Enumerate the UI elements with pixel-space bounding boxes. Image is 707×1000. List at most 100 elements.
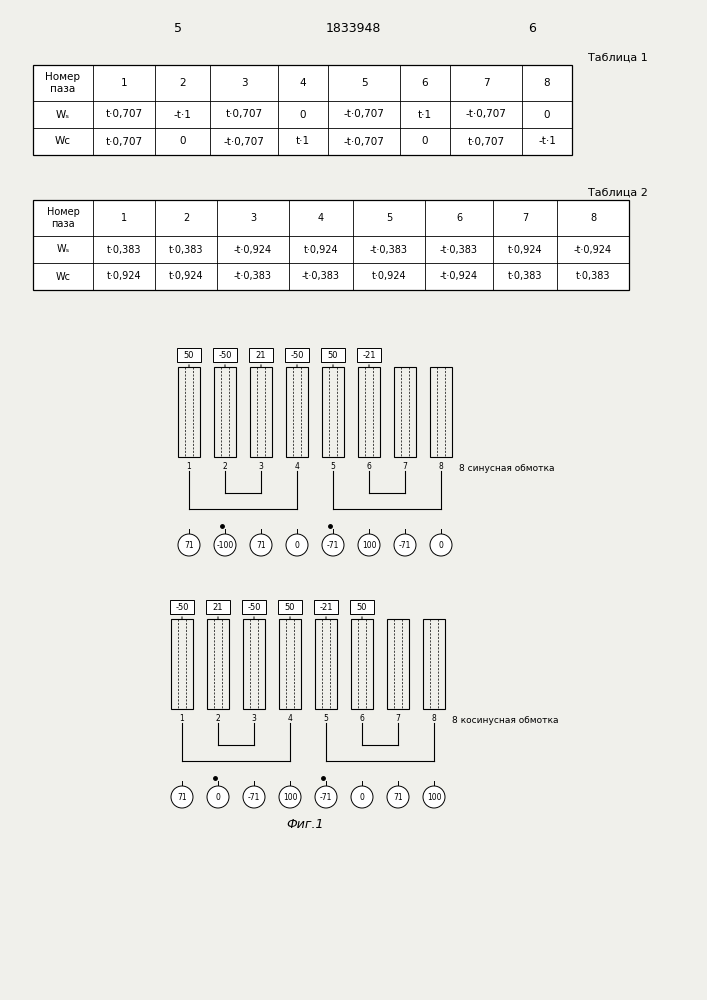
Circle shape xyxy=(214,534,236,556)
Text: 21: 21 xyxy=(213,602,223,611)
Circle shape xyxy=(171,786,193,808)
Text: -71: -71 xyxy=(327,540,339,550)
Text: 71: 71 xyxy=(177,792,187,802)
Bar xyxy=(207,619,229,709)
Circle shape xyxy=(358,534,380,556)
Bar xyxy=(242,600,266,614)
Text: -50: -50 xyxy=(218,351,232,360)
Text: -50: -50 xyxy=(247,602,261,611)
Text: 8: 8 xyxy=(438,462,443,471)
Text: -100: -100 xyxy=(216,540,233,550)
Bar xyxy=(285,348,309,362)
Text: 0: 0 xyxy=(438,540,443,550)
Bar xyxy=(351,619,373,709)
Circle shape xyxy=(207,786,229,808)
Bar xyxy=(430,367,452,457)
Circle shape xyxy=(430,534,452,556)
Text: -t·0,383: -t·0,383 xyxy=(302,271,340,282)
Text: 7: 7 xyxy=(395,714,400,723)
Text: 8: 8 xyxy=(544,78,550,88)
Text: 5: 5 xyxy=(386,213,392,223)
Text: -t·0,383: -t·0,383 xyxy=(370,244,408,254)
Text: 71: 71 xyxy=(185,540,194,550)
Text: 100: 100 xyxy=(283,792,297,802)
Bar xyxy=(321,348,345,362)
Text: t·0,383: t·0,383 xyxy=(169,244,203,254)
Text: 100: 100 xyxy=(362,540,376,550)
Bar xyxy=(315,619,337,709)
Text: Wₛ: Wₛ xyxy=(57,244,69,254)
Text: t·1: t·1 xyxy=(418,109,432,119)
Text: 2: 2 xyxy=(223,462,228,471)
Circle shape xyxy=(387,786,409,808)
Bar xyxy=(177,348,201,362)
Circle shape xyxy=(322,534,344,556)
Text: t·0,383: t·0,383 xyxy=(575,271,610,282)
Text: t·0,707: t·0,707 xyxy=(105,109,143,119)
Bar xyxy=(206,600,230,614)
Bar xyxy=(178,367,200,457)
Text: 50: 50 xyxy=(285,602,296,611)
Text: 6: 6 xyxy=(528,21,536,34)
Text: -71: -71 xyxy=(399,540,411,550)
Text: 2: 2 xyxy=(179,78,186,88)
Bar xyxy=(278,600,302,614)
Text: 100: 100 xyxy=(427,792,441,802)
Text: -50: -50 xyxy=(175,602,189,611)
Bar xyxy=(249,348,273,362)
Text: 4: 4 xyxy=(288,714,293,723)
Text: 1: 1 xyxy=(121,78,127,88)
Text: 0: 0 xyxy=(544,109,550,119)
Text: -t·0,383: -t·0,383 xyxy=(440,244,478,254)
Text: Номер
паза: Номер паза xyxy=(47,207,79,229)
Circle shape xyxy=(315,786,337,808)
Text: -t·0,924: -t·0,924 xyxy=(574,244,612,254)
Text: 8: 8 xyxy=(590,213,596,223)
Text: 2: 2 xyxy=(183,213,189,223)
Circle shape xyxy=(286,534,308,556)
Text: 6: 6 xyxy=(421,78,428,88)
Text: -50: -50 xyxy=(291,351,304,360)
Text: -71: -71 xyxy=(248,792,260,802)
Bar xyxy=(286,367,308,457)
Text: 4: 4 xyxy=(295,462,300,471)
Bar xyxy=(214,367,236,457)
Text: Фиг.1: Фиг.1 xyxy=(286,818,324,832)
Text: 6: 6 xyxy=(456,213,462,223)
Text: 50: 50 xyxy=(357,602,367,611)
Bar xyxy=(243,619,265,709)
Text: 5: 5 xyxy=(324,714,329,723)
Text: Wᴄ: Wᴄ xyxy=(56,271,71,282)
Text: 0: 0 xyxy=(300,109,306,119)
Text: 7: 7 xyxy=(402,462,407,471)
Text: t·0,924: t·0,924 xyxy=(508,244,542,254)
Bar xyxy=(213,348,237,362)
Bar xyxy=(394,367,416,457)
Text: t·0,924: t·0,924 xyxy=(304,244,339,254)
Text: t·0,707: t·0,707 xyxy=(226,109,262,119)
Bar xyxy=(170,600,194,614)
Text: 6: 6 xyxy=(360,714,364,723)
Text: 8: 8 xyxy=(432,714,436,723)
Text: 3: 3 xyxy=(252,714,257,723)
Bar xyxy=(387,619,409,709)
Text: 4: 4 xyxy=(300,78,306,88)
Circle shape xyxy=(243,786,265,808)
Text: -t·1: -t·1 xyxy=(538,136,556,146)
Bar xyxy=(171,619,193,709)
Text: t·0,707: t·0,707 xyxy=(467,136,505,146)
Bar xyxy=(322,367,344,457)
Text: -21: -21 xyxy=(320,602,333,611)
Text: 8 синусная обмотка: 8 синусная обмотка xyxy=(459,464,554,473)
Circle shape xyxy=(279,786,301,808)
Text: Таблица 1: Таблица 1 xyxy=(588,53,648,63)
Text: -t·0,383: -t·0,383 xyxy=(234,271,272,282)
Text: -21: -21 xyxy=(362,351,375,360)
Circle shape xyxy=(250,534,272,556)
Text: -t·0,707: -t·0,707 xyxy=(223,136,264,146)
Text: 6: 6 xyxy=(366,462,371,471)
Bar xyxy=(350,600,374,614)
Text: 71: 71 xyxy=(393,792,403,802)
Circle shape xyxy=(178,534,200,556)
Text: 0: 0 xyxy=(422,136,428,146)
